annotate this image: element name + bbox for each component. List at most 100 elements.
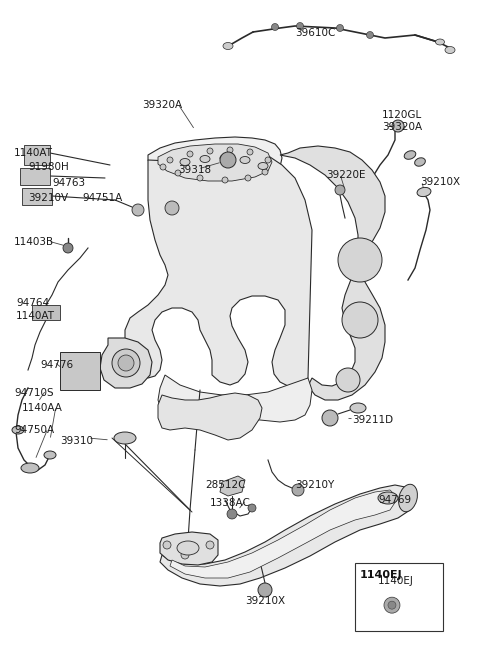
Polygon shape [170, 490, 398, 578]
Circle shape [265, 157, 271, 163]
Polygon shape [158, 375, 312, 422]
Polygon shape [158, 144, 272, 181]
Text: 39210X: 39210X [245, 596, 285, 606]
Text: 39210Y: 39210Y [295, 480, 334, 490]
Ellipse shape [200, 155, 210, 163]
Circle shape [272, 24, 278, 30]
Polygon shape [280, 146, 385, 400]
Circle shape [63, 243, 73, 253]
Text: 94763: 94763 [52, 178, 85, 188]
Text: 39320A: 39320A [142, 100, 182, 110]
Polygon shape [24, 145, 50, 165]
Text: 94751A: 94751A [82, 193, 122, 203]
Polygon shape [60, 352, 100, 390]
Ellipse shape [415, 158, 425, 166]
Text: 39610C: 39610C [295, 28, 336, 38]
Text: 1140AA: 1140AA [22, 403, 63, 413]
Text: 94776: 94776 [40, 360, 73, 370]
Text: 39320A: 39320A [382, 122, 422, 132]
Circle shape [163, 541, 171, 549]
Circle shape [338, 238, 382, 282]
Text: 39318: 39318 [178, 165, 211, 175]
Bar [355, 563, 443, 631]
Text: 39220E: 39220E [326, 170, 365, 180]
Ellipse shape [445, 47, 455, 54]
Text: 28512C: 28512C [205, 480, 245, 490]
Circle shape [292, 484, 304, 496]
Polygon shape [20, 168, 50, 185]
Text: 39310: 39310 [60, 436, 93, 446]
Circle shape [227, 509, 237, 519]
Circle shape [336, 24, 344, 31]
Circle shape [392, 120, 404, 132]
Text: 94710S: 94710S [14, 388, 54, 398]
Polygon shape [160, 532, 218, 565]
Ellipse shape [223, 43, 233, 49]
Circle shape [197, 175, 203, 181]
Text: 39210X: 39210X [420, 177, 460, 187]
Circle shape [112, 349, 140, 377]
Ellipse shape [398, 484, 418, 512]
Text: 1338AC: 1338AC [210, 498, 251, 508]
Polygon shape [148, 137, 282, 186]
Ellipse shape [220, 155, 230, 161]
Text: 11403B: 11403B [14, 237, 54, 247]
Polygon shape [125, 150, 312, 386]
Circle shape [118, 355, 134, 371]
Ellipse shape [350, 403, 366, 413]
Ellipse shape [258, 163, 268, 169]
Circle shape [181, 551, 189, 559]
Circle shape [132, 204, 144, 216]
Polygon shape [220, 476, 245, 496]
Circle shape [336, 368, 360, 392]
Circle shape [227, 147, 233, 153]
Circle shape [384, 597, 400, 613]
Text: 91980H: 91980H [28, 162, 69, 172]
Circle shape [245, 175, 251, 181]
Ellipse shape [114, 432, 136, 444]
Circle shape [165, 201, 179, 215]
Ellipse shape [44, 451, 56, 459]
Circle shape [160, 164, 166, 170]
Text: 1140EJ: 1140EJ [378, 576, 414, 586]
Circle shape [167, 157, 173, 163]
Circle shape [247, 149, 253, 155]
Circle shape [335, 185, 345, 195]
Circle shape [388, 601, 396, 609]
Polygon shape [22, 188, 52, 205]
Ellipse shape [435, 39, 444, 45]
Circle shape [297, 22, 303, 30]
Text: 39211D: 39211D [352, 415, 393, 425]
Polygon shape [32, 305, 60, 320]
Text: 1140EJ: 1140EJ [360, 570, 403, 580]
Ellipse shape [180, 159, 190, 165]
Text: 94769: 94769 [378, 495, 411, 505]
Circle shape [207, 148, 213, 154]
Polygon shape [158, 393, 262, 440]
Text: 1140AT: 1140AT [14, 148, 53, 158]
Circle shape [175, 170, 181, 176]
Ellipse shape [240, 157, 250, 163]
Circle shape [262, 169, 268, 175]
Polygon shape [100, 338, 152, 388]
Ellipse shape [378, 492, 398, 504]
Ellipse shape [12, 426, 24, 434]
Polygon shape [160, 485, 415, 586]
Circle shape [367, 31, 373, 39]
Text: 94764: 94764 [16, 298, 49, 308]
Circle shape [342, 302, 378, 338]
Circle shape [206, 541, 214, 549]
Circle shape [187, 151, 193, 157]
Text: 39210V: 39210V [28, 193, 68, 203]
Ellipse shape [177, 541, 199, 555]
Circle shape [322, 410, 338, 426]
Circle shape [222, 177, 228, 183]
Text: 1120GL: 1120GL [382, 110, 422, 120]
Circle shape [220, 152, 236, 168]
Ellipse shape [404, 151, 416, 159]
Text: 94750A: 94750A [14, 425, 54, 435]
Circle shape [248, 504, 256, 512]
Ellipse shape [21, 463, 39, 473]
Ellipse shape [417, 188, 431, 197]
Text: 1140AT: 1140AT [16, 311, 55, 321]
